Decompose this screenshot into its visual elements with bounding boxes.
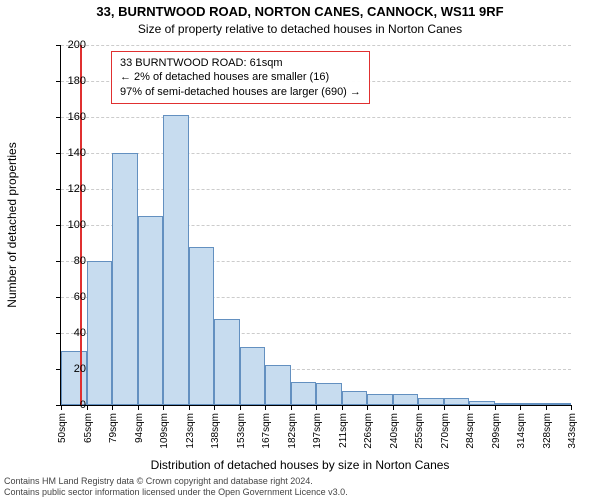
histogram-bar [367,394,393,405]
x-tick-label: 94sqm [134,413,145,443]
histogram-bar [112,153,138,405]
info-line-2: ← 2% of detached houses are smaller (16) [120,70,361,84]
info-box: 33 BURNTWOOD ROAD: 61sqm ← 2% of detache… [111,51,370,104]
histogram-bar [444,398,470,405]
x-tick-label: 299sqm [491,413,502,449]
footer-line-1: Contains HM Land Registry data © Crown c… [4,476,348,487]
chart-title-sub: Size of property relative to detached ho… [0,22,600,36]
histogram-bar [393,394,419,405]
y-tick-label: 60 [56,291,86,303]
x-tick-mark [367,405,368,410]
x-tick-mark [316,405,317,410]
x-tick-mark [495,405,496,410]
x-tick-label: 328sqm [542,413,553,449]
x-tick-label: 182sqm [287,413,298,449]
y-tick-label: 20 [56,363,86,375]
x-tick-label: 211sqm [338,413,349,448]
x-tick-label: 270sqm [440,413,451,449]
histogram-bar [342,391,368,405]
histogram-bar [189,247,215,405]
y-tick-label: 160 [56,111,86,123]
x-tick-mark [444,405,445,410]
histogram-bar [418,398,444,405]
x-tick-mark [418,405,419,410]
histogram-bar [520,403,546,405]
y-tick-label: 120 [56,183,86,195]
x-tick-mark [520,405,521,410]
x-tick-label: 123sqm [185,413,196,449]
gridline [61,45,571,46]
footer-line-2: Contains public sector information licen… [4,487,348,498]
histogram-bar [214,319,240,405]
x-tick-mark [87,405,88,410]
x-tick-mark [163,405,164,410]
histogram-bar [495,403,521,405]
histogram-bar [138,216,164,405]
x-tick-label: 138sqm [210,413,221,449]
x-tick-label: 284sqm [465,413,476,449]
histogram-bar [546,403,572,405]
x-tick-label: 167sqm [261,413,272,449]
y-tick-label: 140 [56,147,86,159]
x-tick-label: 153sqm [236,413,247,449]
chart-title-main: 33, BURNTWOOD ROAD, NORTON CANES, CANNOC… [0,4,600,19]
histogram-bar [87,261,113,405]
x-tick-mark [291,405,292,410]
histogram-bar [163,115,189,405]
x-tick-label: 65sqm [83,413,94,443]
y-axis-label: Number of detached properties [5,142,19,307]
footer-attribution: Contains HM Land Registry data © Crown c… [4,476,348,498]
x-tick-mark [112,405,113,410]
x-tick-label: 50sqm [57,413,68,443]
y-tick-label: 80 [56,255,86,267]
histogram-bar [469,401,495,405]
x-tick-mark [189,405,190,410]
x-tick-label: 197sqm [312,413,323,449]
info-line-3: 97% of semi-detached houses are larger (… [120,85,361,99]
histogram-bar [265,365,291,405]
y-tick-label: 180 [56,75,86,87]
x-tick-label: 314sqm [516,413,527,449]
histogram-bar [240,347,266,405]
y-tick-label: 100 [56,219,86,231]
gridline [61,189,571,190]
x-tick-mark [214,405,215,410]
x-tick-mark [138,405,139,410]
gridline [61,153,571,154]
x-tick-mark [265,405,266,410]
info-line-1: 33 BURNTWOOD ROAD: 61sqm [120,56,361,70]
x-tick-mark [342,405,343,410]
x-tick-label: 343sqm [567,413,578,449]
x-tick-mark [571,405,572,410]
gridline [61,117,571,118]
x-tick-label: 79sqm [108,413,119,443]
histogram-bar [291,382,317,405]
x-tick-label: 109sqm [159,413,170,449]
chart-container: 33, BURNTWOOD ROAD, NORTON CANES, CANNOC… [0,0,600,500]
x-tick-label: 240sqm [389,413,400,449]
x-tick-label: 255sqm [414,413,425,449]
plot-area: 33 BURNTWOOD ROAD: 61sqm ← 2% of detache… [60,45,571,406]
x-axis-label: Distribution of detached houses by size … [0,458,600,472]
x-tick-label: 226sqm [363,413,374,449]
histogram-bar [61,351,87,405]
y-tick-label: 0 [56,399,86,411]
x-tick-mark [546,405,547,410]
histogram-bar [316,383,342,405]
x-tick-mark [393,405,394,410]
y-tick-label: 200 [56,39,86,51]
y-tick-label: 40 [56,327,86,339]
x-tick-mark [240,405,241,410]
x-tick-mark [469,405,470,410]
